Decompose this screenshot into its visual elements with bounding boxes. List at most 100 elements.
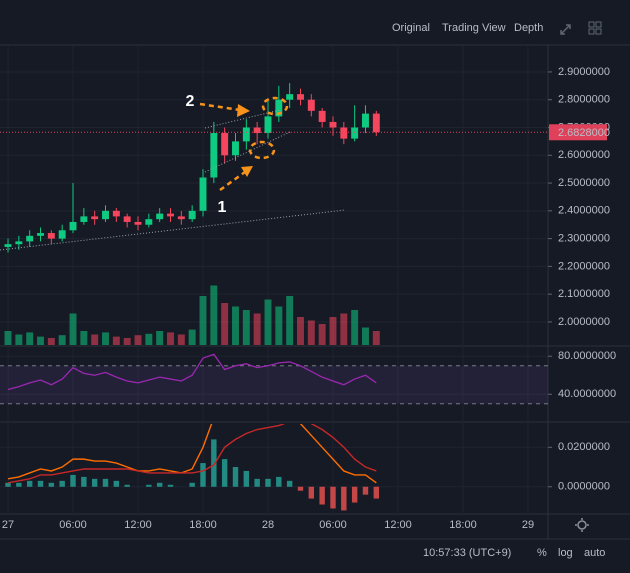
macd-histogram-bar: [189, 482, 195, 487]
macd-histogram-bar: [362, 486, 369, 495]
macd-histogram-bar: [221, 459, 228, 487]
macd-histogram-bar: [232, 467, 239, 487]
volume-bar: [134, 335, 142, 345]
candle-body: [221, 133, 229, 156]
macd-histogram-bar: [16, 482, 22, 487]
y-tick-label: 2.1000000: [558, 288, 610, 300]
settings-icon[interactable]: [575, 518, 589, 532]
volume-bar: [362, 327, 369, 345]
x-tick-label: 28: [262, 519, 274, 531]
candle-body: [58, 230, 66, 239]
macd-histogram-bar: [276, 476, 282, 487]
toolbar-icons[interactable]: [560, 21, 602, 35]
macd-histogram-bar: [167, 484, 174, 487]
candle-body: [232, 141, 239, 156]
candle-body: [102, 210, 109, 220]
rsi-line: [7, 353, 377, 391]
y-tick-label: 2.2000000: [558, 260, 610, 272]
macd-histogram-bar: [124, 484, 130, 487]
volume-bar: [102, 332, 109, 345]
candle-body: [37, 233, 44, 236]
volume-bar: [264, 299, 272, 345]
annotation: 2: [186, 93, 195, 110]
macd-histogram-bar: [297, 486, 304, 491]
volume-bar: [253, 313, 261, 345]
x-tick-label: 12:00: [384, 519, 412, 531]
volume-bar: [91, 334, 99, 345]
macd-line: [7, 424, 377, 484]
volume-bar: [275, 306, 283, 345]
macd-histogram-bar: [211, 439, 217, 487]
tab[interactable]: Original: [392, 22, 430, 34]
macd-histogram-bar: [373, 486, 380, 499]
macd-histogram-bar: [286, 480, 293, 487]
volume-bar: [351, 310, 359, 345]
y-tick-label: 0.0000000: [558, 481, 610, 493]
candle-body: [134, 221, 142, 225]
macd-histogram-bar: [48, 482, 55, 487]
macd-histogram-bar: [156, 482, 163, 487]
candle-body: [351, 127, 359, 139]
macd-histogram-bar: [5, 482, 11, 487]
y-tick-label: 0.0200000: [558, 441, 610, 453]
macd-histogram-bar: [59, 480, 65, 487]
volume-bar: [58, 335, 66, 345]
clock: 10:57:33 (UTC+9): [423, 547, 511, 559]
candle-body: [199, 177, 207, 211]
volume-bar: [69, 313, 77, 345]
candle-body: [177, 216, 185, 220]
candle-body: [80, 216, 88, 222]
macd-histogram-bar: [330, 486, 336, 509]
tab[interactable]: Depth: [514, 22, 543, 34]
macd-histogram-bar: [200, 463, 206, 487]
y-tick-label: 2.4000000: [558, 205, 610, 217]
candle-body: [167, 213, 174, 217]
volume-bar: [4, 331, 12, 345]
last-price-label: 2.6828000: [558, 127, 610, 139]
candle-body: [145, 219, 153, 225]
macd-line: [7, 424, 377, 484]
tab[interactable]: Trading View: [442, 22, 506, 34]
candle-body: [4, 244, 12, 247]
x-tick-label: 06:00: [59, 519, 87, 531]
macd-histogram-bar: [70, 474, 76, 487]
macd-histogram-bar: [308, 486, 315, 499]
candle-body: [210, 133, 218, 178]
candle-body: [188, 210, 196, 220]
volume-bar: [307, 320, 315, 345]
candle-body: [362, 113, 369, 128]
annotation: 1: [218, 199, 227, 216]
macd-histogram-bar: [81, 476, 87, 487]
x-tick-label: 06:00: [319, 519, 347, 531]
volume-bar: [26, 332, 34, 345]
candle-body: [242, 127, 250, 142]
volume-bar: [188, 329, 196, 345]
candle-body: [112, 210, 120, 217]
volume-bar: [167, 332, 174, 345]
volume-bar: [318, 324, 326, 345]
trend-lines: [0, 109, 346, 251]
candle-body: [340, 127, 348, 139]
y-tick-label: 2.5000000: [558, 177, 610, 189]
candle-body: [372, 113, 380, 133]
percent-toggle[interactable]: %: [537, 547, 547, 559]
candle-body: [307, 99, 315, 111]
volume-bar: [37, 336, 44, 345]
candle-body: [275, 99, 283, 117]
y-tick-label: 2.0000000: [558, 316, 610, 328]
last-price-tag: [549, 124, 607, 141]
log-toggle[interactable]: log: [558, 547, 573, 559]
candle-body: [286, 94, 294, 100]
volume-bar: [242, 310, 250, 345]
x-tick-label: 29: [522, 519, 534, 531]
annotation-arrowheads: [237, 104, 253, 177]
auto-toggle[interactable]: auto: [584, 547, 605, 559]
macd-histogram-bar: [91, 478, 98, 487]
volume-bar: [112, 336, 120, 345]
macd-histogram-bar: [26, 480, 33, 487]
candle-body: [47, 233, 55, 239]
volume-bar: [210, 285, 218, 345]
x-tick-label: 18:00: [449, 519, 477, 531]
candle-body: [91, 216, 99, 220]
